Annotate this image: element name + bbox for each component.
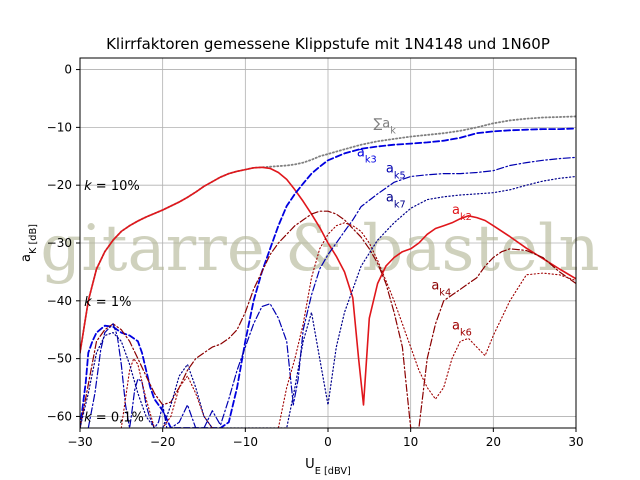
y-axis-ticks: 0 −10 −20 −30 −40 −50 −60 [47,63,80,423]
x-tick-label: 0 [324,435,332,449]
series-line-ak7 [80,175,576,428]
annotations: k = 10% k = 1% k = 0,1% [84,179,144,425]
chart-title: Klirrfaktoren gemessene Klippstufe mit 1… [106,35,550,53]
series-line-ak6 [120,222,576,428]
series-line-ak5 [87,156,576,428]
series-label: ak7 [386,190,406,210]
series-label: ∑ak [373,116,396,136]
x-tick-label: 20 [486,435,501,449]
x-tick-label: 30 [568,435,583,449]
y-tick-label: −20 [47,178,72,192]
x-tick-label: −20 [150,435,175,449]
y-tick-label: −10 [47,120,72,134]
x-tick-label: −30 [67,435,92,449]
annotation-text: k = 0,1% [84,410,144,425]
annotation-text: k = 1% [84,295,131,310]
series-label: ak2 [452,203,472,223]
y-tick-label: 0 [64,63,72,77]
y-tick-label: −50 [47,352,72,366]
y-tick-label: −30 [47,236,72,250]
y-tick-label: −40 [47,294,72,308]
series-label: ak5 [386,161,406,181]
series-labels: ∑ak ak2 ak3 ak4 ak5 ak6 ak7 [357,116,472,338]
series-label: ak4 [431,278,451,298]
x-tick-label: 10 [403,435,418,449]
series-label: ak6 [452,319,472,339]
series-line-ak4 [80,210,576,428]
annotation-text: k = 10% [84,179,140,194]
x-axis-ticks: −30 −20 −10 0 10 20 30 [67,428,584,449]
x-tick-label: −10 [233,435,258,449]
series-group [80,115,576,428]
series-line-ak3 [80,127,576,428]
y-tick-label: −60 [47,409,72,423]
series-label: ak3 [357,145,377,165]
x-axis-label: UE [dBV] [305,457,351,477]
y-axis-label: aK [dB] [19,224,39,262]
